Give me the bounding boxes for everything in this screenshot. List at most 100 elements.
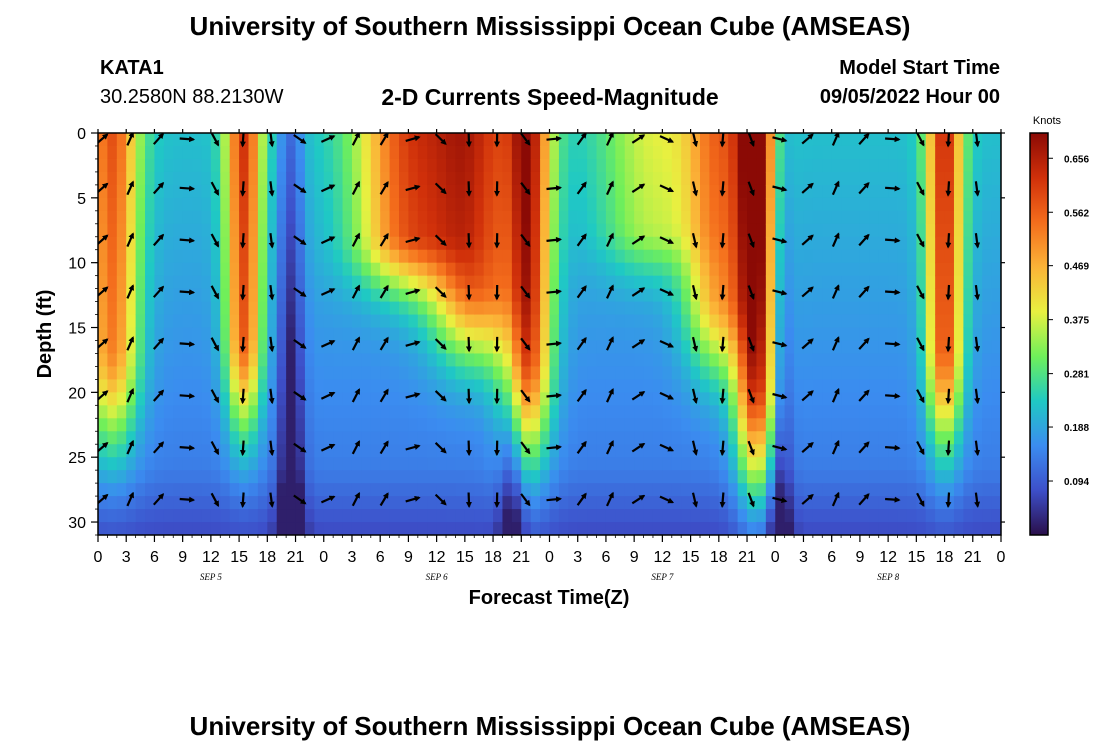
heatmap-cell bbox=[624, 223, 635, 238]
heatmap-cell bbox=[982, 236, 993, 251]
x-axis: 0 3 6 9 12 15 18 21 0 3 6 9 12 15 18 21 0 3 6 9 12 15 18 21 0 3 6 9… bbox=[94, 129, 1006, 582]
heatmap-cell bbox=[210, 314, 221, 329]
heatmap-cell bbox=[869, 483, 880, 497]
heatmap-cell bbox=[634, 327, 645, 342]
heatmap-cell bbox=[605, 457, 616, 471]
heatmap-cell bbox=[333, 340, 344, 355]
heatmap-cell bbox=[982, 509, 993, 523]
heatmap-cell bbox=[765, 353, 776, 368]
heatmap-cell bbox=[935, 275, 946, 290]
heatmap-cell bbox=[163, 145, 174, 160]
heatmap-cell bbox=[982, 249, 993, 264]
heatmap-cell bbox=[446, 340, 457, 355]
heatmap-cell bbox=[314, 392, 325, 406]
heatmap-cell bbox=[812, 133, 823, 147]
heatmap-cell bbox=[483, 223, 494, 238]
heatmap-cell bbox=[333, 457, 344, 471]
heatmap-cell bbox=[446, 314, 457, 329]
heatmap-cell bbox=[446, 366, 457, 380]
heatmap-cell bbox=[991, 184, 1001, 199]
heatmap-cell bbox=[417, 249, 428, 264]
heatmap-cell bbox=[474, 158, 485, 173]
heatmap-cell bbox=[502, 275, 513, 290]
heatmap-cell bbox=[173, 496, 184, 510]
heatmap-cell bbox=[972, 275, 983, 290]
heatmap-cell bbox=[192, 418, 203, 432]
heatmap-cell bbox=[869, 496, 880, 510]
heatmap-cell bbox=[643, 366, 654, 380]
heatmap-cell bbox=[888, 366, 899, 380]
heatmap-cell bbox=[427, 509, 438, 523]
heatmap-cell bbox=[634, 171, 645, 186]
heatmap-cell bbox=[944, 327, 955, 342]
heatmap-cell bbox=[408, 249, 419, 264]
current-arrow bbox=[465, 233, 472, 249]
heatmap-cell bbox=[972, 301, 983, 316]
heatmap-cell bbox=[859, 457, 870, 471]
heatmap-cell bbox=[116, 249, 127, 264]
heatmap-cell bbox=[540, 353, 551, 368]
heatmap-cell bbox=[718, 210, 729, 225]
heatmap-cell bbox=[502, 197, 513, 212]
heatmap-cell bbox=[351, 275, 362, 290]
heatmap-cell bbox=[587, 301, 598, 316]
heatmap-cell bbox=[107, 522, 118, 535]
heatmap-cell bbox=[98, 236, 109, 251]
heatmap-cell bbox=[944, 210, 955, 225]
heatmap-cell bbox=[587, 340, 598, 355]
heatmap-cell bbox=[173, 418, 184, 432]
heatmap-cell bbox=[474, 171, 485, 186]
heatmap-cell bbox=[483, 236, 494, 251]
heatmap-cell bbox=[822, 509, 833, 523]
heatmap-cell bbox=[239, 405, 250, 419]
heatmap-cell bbox=[126, 133, 137, 147]
heatmap-cell bbox=[173, 379, 184, 393]
heatmap-cell bbox=[351, 171, 362, 186]
heatmap-cell bbox=[361, 223, 372, 238]
heatmap-cell bbox=[530, 145, 541, 160]
heatmap-cell bbox=[182, 171, 193, 186]
heatmap-cell bbox=[906, 133, 917, 147]
heatmap-cell bbox=[530, 379, 541, 393]
heatmap-cell bbox=[427, 158, 438, 173]
x-tick-label: 15 bbox=[456, 549, 474, 566]
heatmap-cell bbox=[596, 405, 607, 419]
current-arrow bbox=[831, 133, 840, 146]
heatmap-cell bbox=[417, 353, 428, 368]
heatmap-cell bbox=[145, 262, 156, 277]
heatmap-cell bbox=[380, 275, 391, 290]
heatmap-cell bbox=[784, 145, 795, 160]
heatmap-cell bbox=[154, 353, 165, 368]
heatmap-cell bbox=[925, 431, 936, 445]
heatmap-cell bbox=[314, 522, 325, 535]
heatmap-cell bbox=[361, 275, 372, 290]
heatmap-cell bbox=[126, 340, 137, 355]
heatmap-cell bbox=[530, 340, 541, 355]
heatmap-cell bbox=[361, 236, 372, 251]
heatmap-cell bbox=[634, 405, 645, 419]
heatmap-cell bbox=[577, 133, 588, 147]
current-arrow bbox=[945, 181, 952, 197]
heatmap-cell bbox=[295, 145, 306, 160]
heatmap-cell bbox=[878, 314, 889, 329]
heatmap-cell bbox=[173, 509, 184, 523]
heatmap-cell bbox=[878, 522, 889, 535]
heatmap-cell bbox=[794, 522, 805, 535]
heatmap-cell bbox=[652, 288, 663, 303]
heatmap-cell bbox=[286, 236, 297, 251]
heatmap-cell bbox=[474, 366, 485, 380]
heatmap-cell bbox=[116, 496, 127, 510]
heatmap-cell bbox=[888, 340, 899, 355]
heatmap-cell bbox=[98, 431, 109, 445]
heatmap-cell bbox=[794, 249, 805, 264]
heatmap-cell bbox=[399, 236, 410, 251]
heatmap-cell bbox=[935, 418, 946, 432]
heatmap-cell bbox=[361, 418, 372, 432]
heatmap-cell bbox=[963, 236, 974, 251]
heatmap-cell bbox=[314, 418, 325, 432]
heatmap-cell bbox=[173, 340, 184, 355]
current-arrow bbox=[576, 440, 587, 454]
heatmap-cell bbox=[765, 249, 776, 264]
heatmap-cell bbox=[831, 223, 842, 238]
heatmap-cell bbox=[850, 288, 861, 303]
